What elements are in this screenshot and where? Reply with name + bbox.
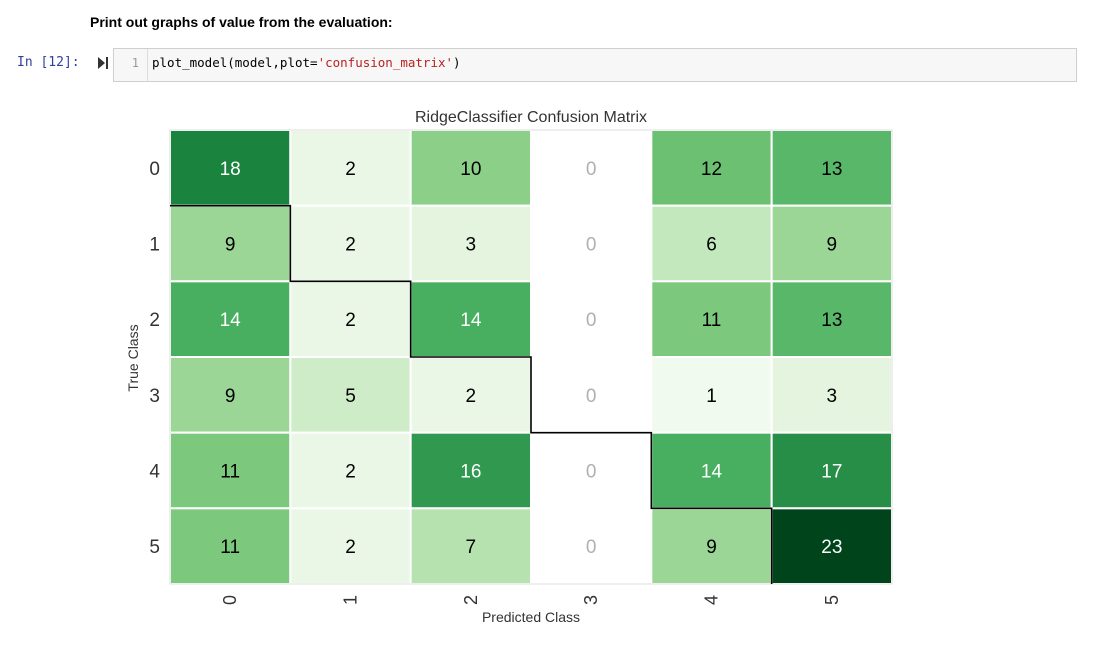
cell-value-label: 2 [466,386,477,407]
y-tick-label: 1 [149,235,160,256]
cell-value-label: 2 [345,235,356,256]
heatmap-cell [409,280,532,359]
heatmap-cells: 18 2 10 0 12 139 2 3 0 6 914 2 14 0 11 139 5 2 0 1 311 2 16 0 14… [169,129,894,586]
cell-value-label: 2 [345,159,356,180]
cell-value-label: 0 [586,159,597,180]
heatmap-border [169,129,893,585]
y-tick-labels: 0 1 2 3 4 5 [149,159,160,558]
x-tick-label: 0 [220,595,240,605]
x-tick-label: 3 [581,595,601,605]
heatmap-cell [770,204,894,283]
heatmap-cell [650,129,773,207]
x-tick-label: 1 [341,595,361,605]
code-cell[interactable]: 1 plot_model(model,plot='confusion_matri… [113,48,1077,82]
cell-value-label: 23 [821,537,842,558]
cell-value-label: 3 [466,235,477,256]
cell-value-label: 0 [586,310,597,331]
cell-value-label: 2 [345,462,356,483]
cell-value-label: 12 [701,159,722,180]
heatmap-cell [169,507,292,586]
cell-value-label: 11 [702,310,722,331]
chart-title: RidgeClassifier Confusion Matrix [415,109,647,126]
x-tick-label: 2 [461,595,481,605]
code-prefix: plot_model(model,plot= [152,55,318,70]
heatmap-cell [409,356,532,434]
cell-value-label: 13 [821,159,842,180]
y-tick-label: 5 [149,537,160,558]
cell-value-label: 0 [586,386,597,407]
x-tick-labels: 0 1 2 3 4 5 [220,595,842,605]
cell-value-label: 9 [706,537,717,558]
heatmap-cell [289,356,412,434]
cell-value-label: 2 [345,310,356,331]
diagonal-outline [170,204,773,584]
heatmap-cell [409,431,532,510]
cell-value-label: 7 [466,537,477,558]
cell-value-label: 17 [821,462,842,483]
heatmap-cell [770,356,894,434]
cell-value-label: 1 [706,386,717,407]
run-cell-icon[interactable] [97,56,109,70]
cell-value-label: 16 [460,462,481,483]
heatmap-cell [169,204,292,283]
cell-value-label: 2 [345,537,356,558]
cell-value-label: 0 [586,235,597,256]
heatmap-cell [770,280,894,359]
code-string: 'confusion_matrix' [317,55,454,70]
y-tick-label: 3 [149,386,160,407]
heatmap-cell [409,507,532,586]
cell-value-label: 9 [827,235,838,256]
cell-value-label: 14 [460,310,482,331]
y-tick-label: 2 [149,310,160,331]
cell-value-label: 14 [701,462,723,483]
line-number: 1 [114,49,148,81]
code-suffix: ) [453,55,461,70]
cell-value-label: 5 [345,386,356,407]
heatmap-cell [289,507,412,586]
cell-value-label: 9 [225,235,236,256]
heatmap-cell [530,280,653,359]
y-axis-label: True Class [125,324,141,391]
x-axis-label: Predicted Class [482,609,580,625]
x-tick-label: 4 [702,595,722,605]
cell-value-label: 3 [827,386,838,407]
heatmap-cell [289,280,412,359]
cell-value-label: 0 [586,462,597,483]
cell-value-label: 6 [706,235,717,256]
cell-value-label: 11 [220,462,240,483]
cell-value-label: 10 [460,159,481,180]
heatmap-cell [650,280,773,359]
cell-value-label: 0 [586,537,597,558]
heatmap-cell [530,204,653,283]
code-line[interactable]: plot_model(model,plot='confusion_matrix'… [152,49,461,77]
y-tick-label: 4 [149,462,160,483]
heatmap-cell [169,431,292,510]
markdown-text: Print out graphs of value from the evalu… [90,14,393,30]
heatmap-cell [650,356,773,434]
heatmap-cell [289,431,412,510]
cell-value-label: 13 [821,310,842,331]
cell-value-label: 11 [220,537,240,558]
y-tick-label: 0 [149,159,160,180]
cell-prompt: In [12]: [17,55,80,70]
cell-value-label: 9 [225,386,236,407]
cell-value-label: 14 [220,310,242,331]
cell-value-label: 18 [220,159,241,180]
x-tick-label: 5 [822,595,842,605]
